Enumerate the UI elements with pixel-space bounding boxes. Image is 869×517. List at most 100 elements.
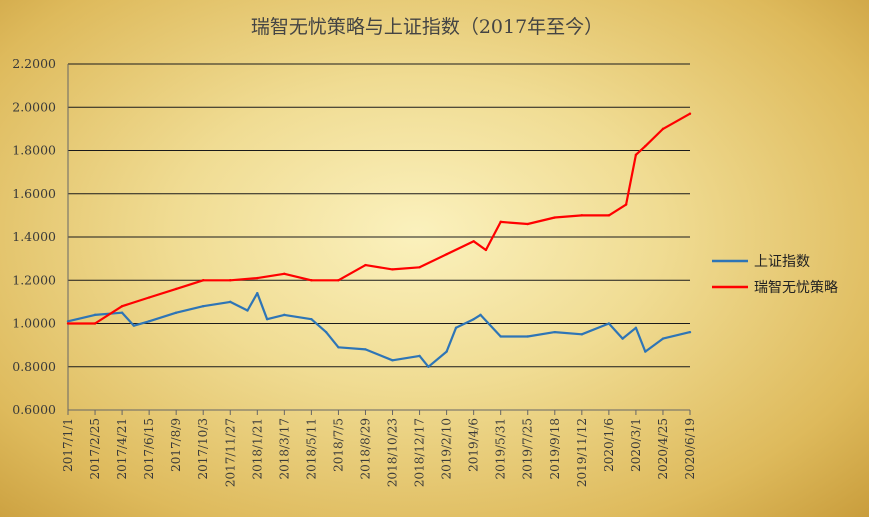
data-point <box>364 348 367 351</box>
data-point <box>580 333 584 336</box>
x-tick-label: 2017/4/21 <box>115 418 129 480</box>
x-tick-label: 2018/10/23 <box>386 418 400 487</box>
data-point <box>499 335 502 338</box>
x-tick-label: 2017/11/27 <box>223 418 237 487</box>
y-tick-label: 0.8000 <box>12 359 56 374</box>
x-tick-label: 2020/6/19 <box>683 418 697 480</box>
y-tick-label: 2.0000 <box>12 99 56 114</box>
x-tick-label: 2017/10/3 <box>196 418 210 480</box>
data-point <box>484 248 488 252</box>
x-tick-label: 2017/8/9 <box>169 418 183 472</box>
data-point <box>310 317 313 321</box>
x-tick-label: 2018/8/29 <box>358 418 372 480</box>
data-point <box>324 330 328 334</box>
data-point <box>256 292 259 295</box>
data-point <box>472 317 475 321</box>
data-point <box>174 311 178 314</box>
data-point <box>93 322 97 325</box>
x-tick-label: 2019/5/31 <box>494 418 508 480</box>
series-line <box>68 112 691 325</box>
data-point <box>364 263 367 267</box>
data-point <box>66 322 70 325</box>
chart-title: 瑞智无忧策略与上证指数（2017年至今） <box>251 16 603 38</box>
data-point <box>607 214 611 217</box>
data-point <box>93 313 97 317</box>
x-tick-label: 2019/2/10 <box>440 418 454 480</box>
data-point <box>621 337 624 340</box>
x-tick-label: 2020/4/25 <box>656 418 670 480</box>
series-line <box>67 292 691 368</box>
y-tick-labels: 0.6000 0.8000 1.0000 1.2000 1.4000 1.6000 1.80… <box>12 56 56 417</box>
x-tick-label: 2019/11/12 <box>575 418 589 487</box>
data-point <box>202 305 205 308</box>
x-tick-label: 2017/6/15 <box>142 418 156 480</box>
y-tick-label: 1.0000 <box>12 316 56 331</box>
data-point <box>688 112 692 115</box>
data-point <box>283 313 286 317</box>
x-tick-label: 2019/7/25 <box>521 418 535 480</box>
data-point <box>147 320 151 323</box>
data-point <box>132 324 136 327</box>
data-point <box>553 330 556 334</box>
x-tick-label: 2019/9/18 <box>548 418 562 480</box>
data-point <box>391 359 394 362</box>
data-point <box>607 322 611 325</box>
y-tick-label: 2.2000 <box>12 56 56 71</box>
axes <box>67 64 691 415</box>
data-point <box>580 214 584 217</box>
data-point <box>499 220 502 224</box>
x-tick-label: 2018/1/21 <box>250 418 264 480</box>
x-tick-label: 2019/4/6 <box>467 418 481 472</box>
data-point <box>391 268 394 271</box>
data-point <box>454 326 458 330</box>
x-tick-label: 2017/2/25 <box>88 418 102 480</box>
y-tick-label: 0.6000 <box>12 402 56 417</box>
data-point <box>120 311 124 314</box>
series-group <box>66 112 692 325</box>
x-tick-label: 2017/1/1 <box>61 418 75 472</box>
data-point <box>310 279 313 282</box>
y-tick-label: 1.4000 <box>12 229 56 244</box>
data-point <box>634 326 638 330</box>
data-point <box>246 309 249 312</box>
x-tick-label: 2018/5/11 <box>304 418 318 480</box>
data-point <box>688 330 692 334</box>
data-point <box>337 346 340 349</box>
data-point <box>479 313 482 317</box>
data-point <box>644 144 647 148</box>
x-tick-label: 2018/3/17 <box>277 418 291 480</box>
data-point <box>120 305 124 308</box>
data-point <box>337 279 340 282</box>
data-point <box>202 279 205 282</box>
data-point <box>256 276 259 280</box>
data-point <box>66 320 70 323</box>
data-point <box>472 240 475 243</box>
data-point <box>644 350 647 353</box>
data-point <box>661 337 665 340</box>
data-point <box>283 272 286 275</box>
data-point <box>553 216 556 219</box>
data-point <box>427 365 430 368</box>
x-tick-label: 2018/7/5 <box>331 418 345 472</box>
legend-label: 上证指数 <box>754 254 810 270</box>
series-lines <box>66 112 692 368</box>
data-point <box>661 127 665 131</box>
data-point <box>445 350 448 353</box>
data-point <box>634 153 638 157</box>
data-point <box>174 287 178 291</box>
legend-label: 瑞智无忧策略 <box>754 279 838 296</box>
data-point <box>418 266 421 269</box>
data-point <box>526 335 529 338</box>
data-point <box>229 300 232 304</box>
x-tick-label: 2020/3/1 <box>629 418 643 472</box>
x-tick-labels: 2017/1/1 2017/2/25 2017/4/21 2017/6/15 2017/… <box>61 418 697 487</box>
y-tick-label: 1.6000 <box>12 186 56 201</box>
y-tick-label: 1.2000 <box>12 272 56 287</box>
data-point <box>526 222 529 226</box>
x-tick-label: 2020/1/6 <box>602 418 616 472</box>
y-tick-label: 1.8000 <box>12 143 56 158</box>
gridlines <box>68 63 690 368</box>
